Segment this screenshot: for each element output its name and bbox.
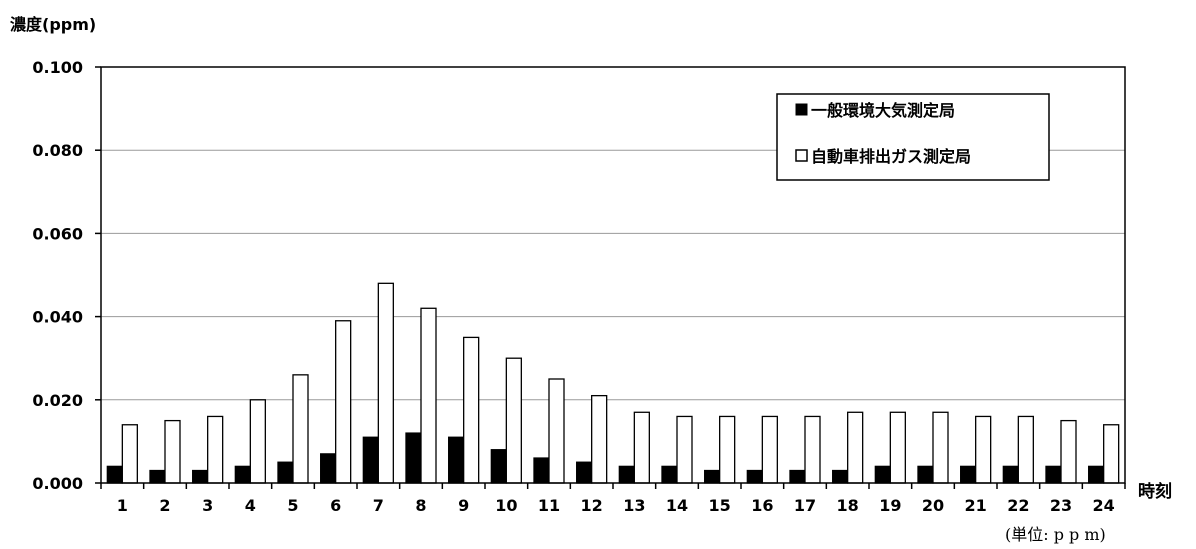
bar-roadside — [761, 415, 778, 484]
bar-general — [320, 453, 337, 484]
bar-general — [789, 469, 806, 484]
bar-general — [661, 465, 678, 484]
bar-general — [149, 469, 166, 484]
x-tick-label: 15 — [709, 496, 731, 515]
bar-general — [1045, 465, 1062, 484]
x-tick-label: 9 — [458, 496, 469, 515]
bar-roadside — [847, 411, 864, 484]
y-tick-label: 0.020 — [32, 391, 83, 410]
bar-general — [1002, 465, 1019, 484]
bar-general — [277, 461, 294, 484]
x-tick-label: 17 — [794, 496, 816, 515]
bar-general — [234, 465, 251, 484]
x-tick-label: 4 — [245, 496, 256, 515]
legend: 一般環境大気測定局 自動車排出ガス測定局 — [776, 93, 1050, 181]
bar-general — [490, 449, 507, 484]
bar-general — [405, 432, 422, 484]
legend-swatch-roadside — [795, 149, 808, 162]
x-axis-label: 時刻 — [1138, 481, 1172, 502]
y-tick-label: 0.100 — [32, 58, 83, 77]
bar-roadside — [932, 411, 949, 484]
bar-roadside — [889, 411, 906, 484]
bars — [106, 282, 1120, 484]
bar-general — [832, 469, 849, 484]
bar-general — [362, 436, 379, 484]
x-tick-label: 10 — [495, 496, 517, 515]
x-tick-label: 8 — [415, 496, 426, 515]
bar-roadside — [1017, 415, 1034, 484]
bar-roadside — [164, 419, 181, 484]
x-tick-label: 3 — [202, 496, 213, 515]
bar-roadside — [335, 320, 352, 484]
x-tick-labels: 1 2 3 4 5 6 7 8 9 10 11 12 13 14 15 16 17 18 19 20 21 22 23 24 — [100, 483, 1126, 515]
x-tick-label: 21 — [965, 496, 987, 515]
x-tick-label: 20 — [922, 496, 944, 515]
bar-general — [1088, 465, 1105, 484]
x-tick-label: 2 — [159, 496, 170, 515]
legend-box — [776, 93, 1050, 181]
x-tick-label: 11 — [538, 496, 560, 515]
bar-roadside — [591, 394, 608, 484]
y-tick-label: 0.080 — [32, 141, 83, 160]
bar-roadside — [121, 424, 138, 484]
x-tick-label: 6 — [330, 496, 341, 515]
bar-roadside — [1060, 419, 1077, 484]
bar-roadside — [249, 399, 266, 484]
bar-roadside — [420, 307, 437, 484]
legend-label-roadside: 自動車排出ガス測定局 — [811, 147, 971, 166]
x-tick-label: 22 — [1007, 496, 1029, 515]
legend-swatch-general — [795, 103, 808, 116]
x-tick-label: 7 — [373, 496, 384, 515]
x-tick-label: 14 — [666, 496, 688, 515]
x-tick-label: 5 — [287, 496, 298, 515]
bar-roadside — [719, 415, 736, 484]
x-tick-label: 19 — [879, 496, 901, 515]
bar-general — [704, 469, 721, 484]
bar-general — [448, 436, 465, 484]
y-tick-label: 0.040 — [32, 308, 83, 327]
bar-roadside — [548, 378, 565, 484]
x-tick-label: 1 — [117, 496, 128, 515]
y-tick-label: 0.060 — [32, 224, 83, 243]
x-tick-label: 24 — [1093, 496, 1115, 515]
bar-roadside — [1103, 424, 1120, 484]
legend-label-general: 一般環境大気測定局 — [811, 101, 955, 120]
y-tick-labels: 0.000 0.020 0.040 0.060 0.080 0.100 — [32, 58, 101, 493]
bar-general — [746, 469, 763, 484]
plot-frame — [100, 66, 1126, 484]
bar-roadside — [975, 415, 992, 484]
bar-roadside — [505, 357, 522, 484]
x-tick-label: 23 — [1050, 496, 1072, 515]
gridlines — [101, 149, 1125, 401]
bar-roadside — [463, 336, 480, 484]
bar-roadside — [292, 374, 309, 484]
x-tick-label: 18 — [837, 496, 859, 515]
bar-general — [192, 469, 209, 484]
bar-general — [960, 465, 977, 484]
bar-general — [106, 465, 123, 484]
bar-roadside — [377, 282, 394, 484]
unit-note: (単位: p p m) — [1005, 525, 1106, 544]
x-tick-label: 16 — [751, 496, 773, 515]
y-tick-label: 0.000 — [32, 474, 83, 493]
bar-roadside — [804, 415, 821, 484]
bar-general — [917, 465, 934, 484]
bar-general — [618, 465, 635, 484]
x-tick-label: 12 — [581, 496, 603, 515]
x-tick-label: 13 — [623, 496, 645, 515]
bar-general — [576, 461, 593, 484]
bar-roadside — [207, 415, 224, 484]
y-axis-label: 濃度(ppm) — [10, 15, 96, 34]
bar-general — [533, 457, 550, 484]
bar-general — [874, 465, 891, 484]
bar-roadside — [633, 411, 650, 484]
bar-roadside — [676, 415, 693, 484]
